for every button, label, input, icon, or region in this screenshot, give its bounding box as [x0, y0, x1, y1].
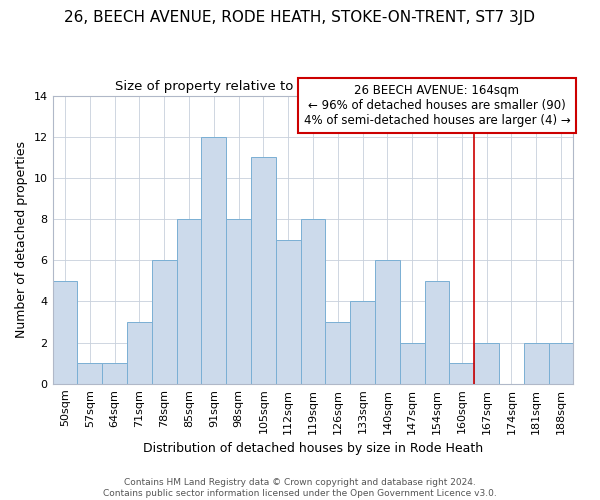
Bar: [202, 136, 226, 384]
Bar: [53, 281, 77, 384]
Bar: [77, 363, 102, 384]
Bar: [276, 240, 301, 384]
Bar: [474, 342, 499, 384]
Bar: [350, 302, 375, 384]
Text: 26, BEECH AVENUE, RODE HEATH, STOKE-ON-TRENT, ST7 3JD: 26, BEECH AVENUE, RODE HEATH, STOKE-ON-T…: [65, 10, 536, 25]
Bar: [548, 342, 574, 384]
Y-axis label: Number of detached properties: Number of detached properties: [15, 141, 28, 338]
Text: Contains HM Land Registry data © Crown copyright and database right 2024.
Contai: Contains HM Land Registry data © Crown c…: [103, 478, 497, 498]
Bar: [301, 219, 325, 384]
Bar: [425, 281, 449, 384]
Bar: [176, 219, 202, 384]
Bar: [152, 260, 176, 384]
Bar: [226, 219, 251, 384]
Bar: [251, 158, 276, 384]
Text: 26 BEECH AVENUE: 164sqm
← 96% of detached houses are smaller (90)
4% of semi-det: 26 BEECH AVENUE: 164sqm ← 96% of detache…: [304, 84, 571, 128]
Bar: [325, 322, 350, 384]
Bar: [449, 363, 474, 384]
Bar: [524, 342, 548, 384]
Title: Size of property relative to detached houses in Rode Heath: Size of property relative to detached ho…: [115, 80, 511, 93]
X-axis label: Distribution of detached houses by size in Rode Heath: Distribution of detached houses by size …: [143, 442, 483, 455]
Bar: [375, 260, 400, 384]
Bar: [127, 322, 152, 384]
Bar: [400, 342, 425, 384]
Bar: [102, 363, 127, 384]
